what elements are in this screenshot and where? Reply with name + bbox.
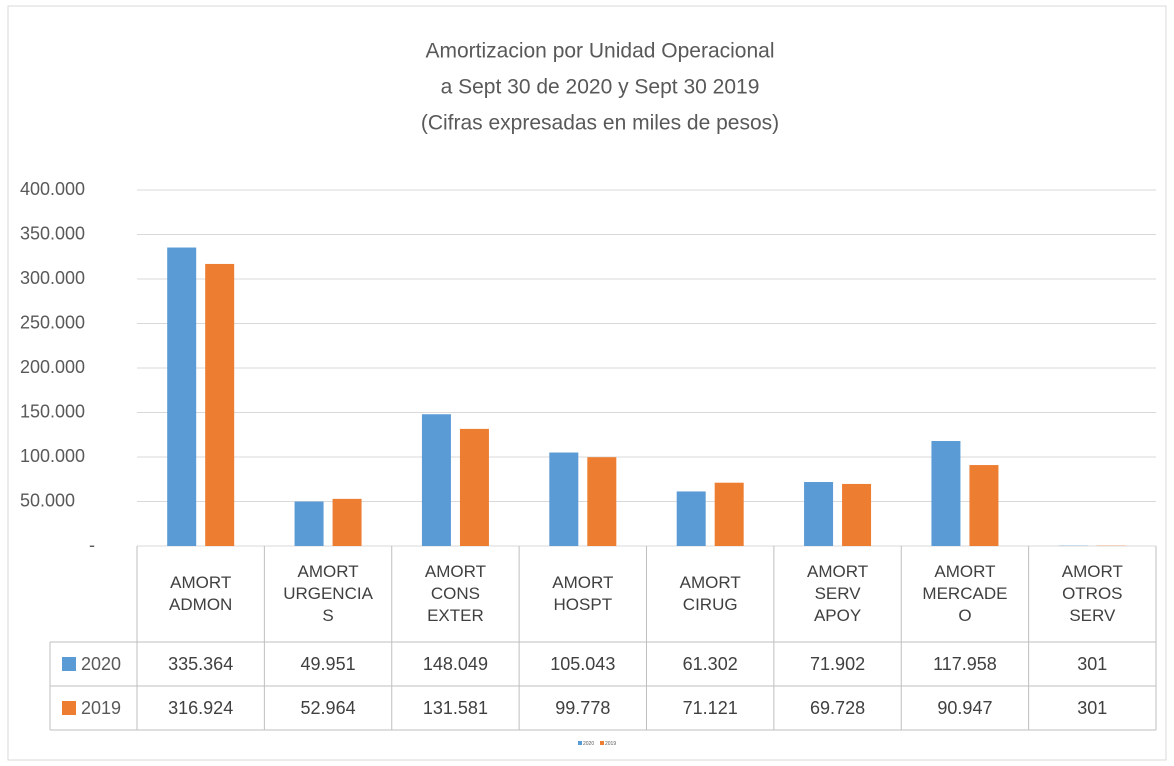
category-label: AMORT OTROS SERV xyxy=(1061,562,1123,625)
category-label: AMORT CONS EXTER xyxy=(424,562,486,625)
table-value: 99.778 xyxy=(555,697,611,718)
category-label: AMORT CIRUG xyxy=(679,573,741,614)
y-tick-label: 100.000 xyxy=(20,446,85,466)
table-value: 71.121 xyxy=(682,697,738,718)
category-label: AMORT MERCADEO xyxy=(922,562,1008,625)
category-label: AMORT HOSPT xyxy=(552,573,614,614)
legend-label: 2020 xyxy=(583,741,594,747)
table-value: 90.947 xyxy=(937,697,993,718)
bar xyxy=(587,457,617,546)
table-value: 71.902 xyxy=(810,653,866,674)
category-label: AMORT URGENCIAS xyxy=(283,562,373,625)
category-label: AMORT ADMON xyxy=(169,573,233,614)
chart-frame xyxy=(7,5,1167,761)
y-tick-label: 50.000 xyxy=(20,490,75,510)
y-tick-label: 150.000 xyxy=(20,401,85,421)
y-tick-label: 250.000 xyxy=(20,312,85,332)
bar xyxy=(931,441,961,546)
y-tick-label: 400.000 xyxy=(20,179,85,199)
table-value: 69.728 xyxy=(810,697,866,718)
table-value: 105.043 xyxy=(550,653,616,674)
chart-title: Amortizacion por Unidad Operacional xyxy=(425,40,774,63)
bar xyxy=(332,498,362,546)
legend-key xyxy=(578,741,582,745)
table-value: 301 xyxy=(1077,653,1108,674)
legend-label: 2019 xyxy=(605,741,616,747)
table-value: 131.581 xyxy=(422,697,488,718)
chart-title: a Sept 30 de 2020 y Sept 30 2019 xyxy=(441,76,760,99)
bar xyxy=(676,491,706,546)
bar xyxy=(294,501,324,546)
bar xyxy=(969,465,999,546)
table-value: 117.958 xyxy=(933,653,997,674)
chart-title: (Cifras expresadas en miles de pesos) xyxy=(421,112,779,135)
bar xyxy=(459,428,489,546)
bar xyxy=(167,247,197,546)
y-tick-label: 200.000 xyxy=(20,357,85,377)
legend-key xyxy=(62,657,76,671)
table-value: 335.364 xyxy=(168,653,234,674)
bar xyxy=(421,414,451,546)
bar xyxy=(842,483,872,546)
legend-key xyxy=(62,701,76,715)
y-tick-label: 300.000 xyxy=(20,268,85,288)
category-label: AMORT SERV APOY xyxy=(807,562,869,625)
table-value: 49.951 xyxy=(300,653,356,674)
bar xyxy=(804,482,834,546)
table-series-name: 2019 xyxy=(81,698,121,718)
table-value: 52.964 xyxy=(300,697,356,718)
table-value: 301 xyxy=(1077,697,1108,718)
table-value: 316.924 xyxy=(168,697,234,718)
y-tick-label: 350.000 xyxy=(20,223,85,243)
table-value: 148.049 xyxy=(422,653,488,674)
legend-key xyxy=(600,741,604,745)
table-series-name: 2020 xyxy=(81,654,121,674)
bar xyxy=(714,482,744,546)
y-tick-label: - xyxy=(89,535,95,555)
table-value: 61.302 xyxy=(682,653,738,674)
bar xyxy=(549,452,579,546)
bar xyxy=(205,263,235,546)
